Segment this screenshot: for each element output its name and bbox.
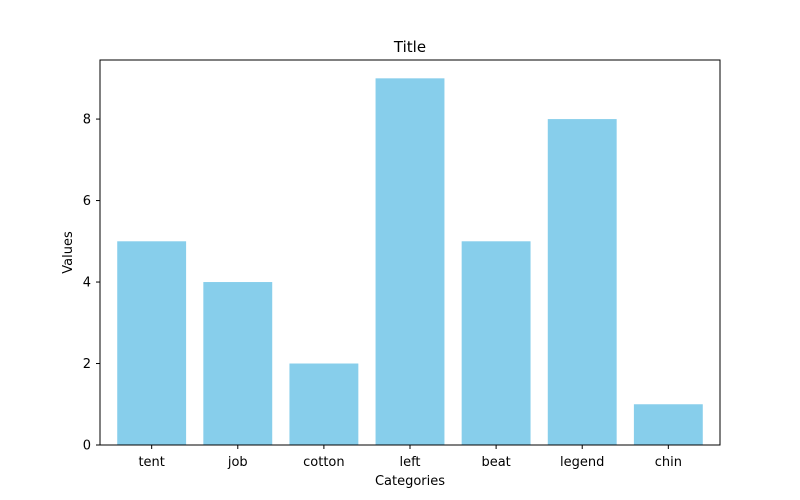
x-tick-label-beat: beat [481, 455, 510, 470]
x-tick-label-left: left [399, 455, 420, 470]
x-tick-label-tent: tent [138, 455, 164, 470]
x-tick-label-cotton: cotton [303, 455, 345, 470]
bar-left [375, 78, 445, 445]
y-tick-label-0: 0 [83, 439, 91, 454]
x-tick-label-legend: legend [560, 455, 604, 470]
bar-tent [117, 241, 187, 445]
x-tick-label-job: job [227, 455, 248, 470]
y-axis-label: Values [61, 231, 76, 274]
y-axis-ticks: 0 2 4 6 8 [83, 113, 100, 454]
y-tick-label-4: 4 [83, 276, 91, 291]
chart-title: Title [393, 38, 426, 56]
bar-legend [547, 119, 617, 446]
y-tick-label-6: 6 [83, 194, 91, 209]
plot-frame [99, 59, 721, 446]
bar-cotton [289, 363, 359, 445]
bars-group [117, 78, 703, 446]
bar-job [203, 282, 273, 445]
x-axis-ticks: tent job cotton left beat legend chin [138, 445, 682, 470]
y-tick-label-8: 8 [83, 113, 91, 128]
x-axis-label: Categories [375, 474, 445, 489]
x-tick-label-chin: chin [655, 455, 682, 470]
y-tick-label-2: 2 [83, 357, 91, 372]
bar-chin [633, 404, 703, 445]
bar-beat [461, 241, 531, 445]
